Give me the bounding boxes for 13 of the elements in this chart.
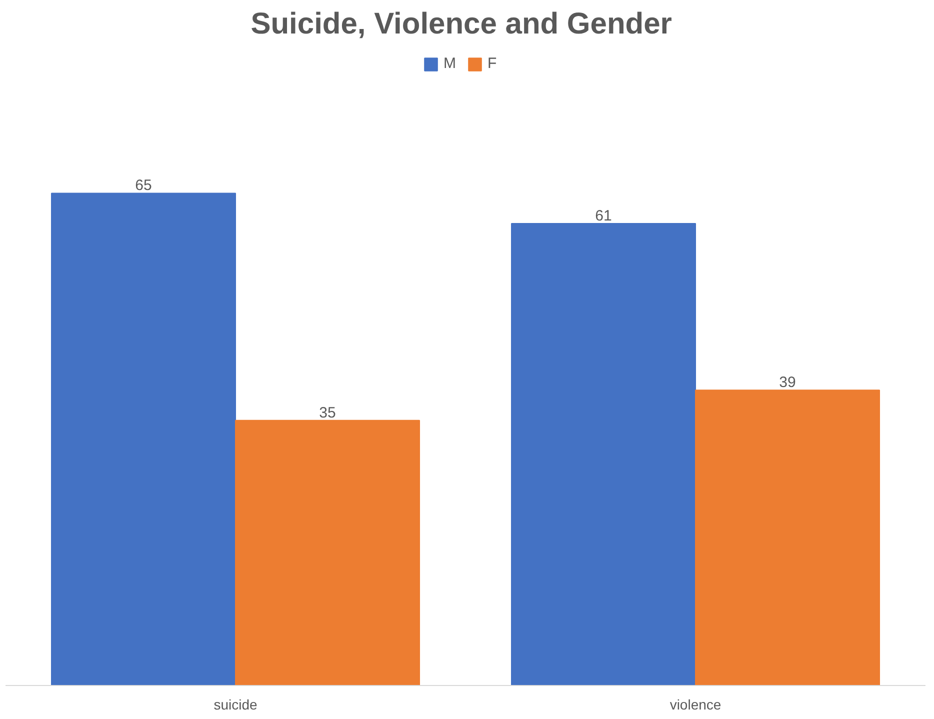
bar	[695, 390, 880, 686]
bar	[235, 420, 420, 686]
legend-label: F	[488, 55, 498, 72]
data-label: 65	[135, 177, 152, 194]
data-label: 35	[319, 404, 336, 422]
bar	[511, 222, 696, 686]
x-tick-label: violence	[670, 696, 722, 712]
chart-title: Suicide, Violence and Gender	[250, 8, 672, 40]
bar	[51, 192, 236, 686]
x-tick-label: suicide	[214, 696, 258, 712]
legend-label: M	[444, 55, 457, 72]
data-label: 39	[779, 374, 796, 392]
data-label: 61	[595, 207, 612, 224]
